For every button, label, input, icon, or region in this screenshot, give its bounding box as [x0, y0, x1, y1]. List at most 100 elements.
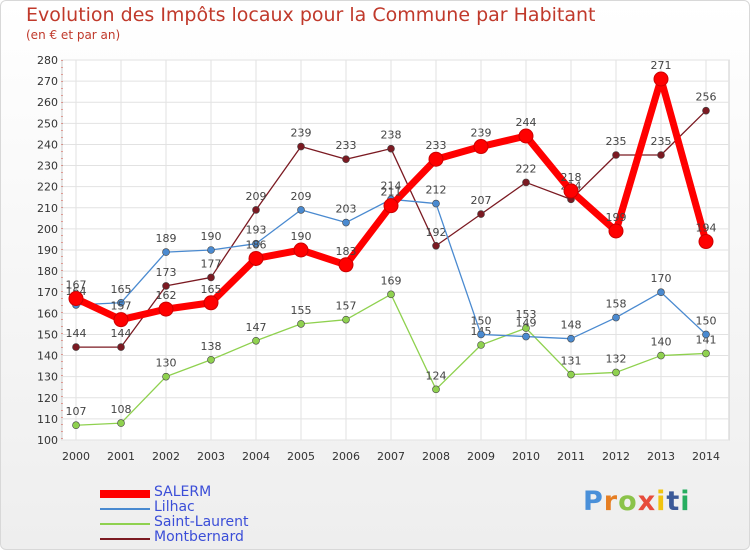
- y-tick-label: 260: [37, 96, 58, 109]
- y-tick-label: 100: [37, 434, 58, 447]
- data-point: [158, 301, 174, 317]
- data-point: [68, 291, 84, 307]
- data-label: 209: [246, 190, 267, 203]
- data-label: 153: [516, 308, 537, 321]
- data-point: [342, 315, 350, 324]
- y-tick-label: 130: [37, 371, 58, 384]
- data-point: [477, 210, 485, 218]
- data-label: 130: [156, 357, 177, 370]
- data-label: 144: [66, 327, 87, 340]
- logo-letter: t: [666, 486, 681, 517]
- data-label: 233: [336, 139, 357, 152]
- data-label: 169: [381, 274, 402, 287]
- y-tick-label: 280: [37, 54, 58, 67]
- data-label: 194: [696, 222, 717, 235]
- x-tick-label: 2007: [377, 450, 405, 463]
- data-label: 214: [381, 179, 402, 192]
- data-label: 212: [426, 184, 447, 197]
- data-point: [702, 106, 710, 115]
- data-label: 150: [471, 314, 492, 327]
- data-point: [522, 324, 530, 332]
- x-tick-label: 2006: [332, 450, 360, 463]
- proxiti-logo: Proxiti: [583, 486, 691, 517]
- data-point: [117, 298, 125, 307]
- data-label: 239: [291, 127, 312, 140]
- data-label: 239: [471, 127, 492, 140]
- data-point: [252, 239, 260, 248]
- data-point: [297, 142, 305, 151]
- data-label: 162: [156, 289, 177, 302]
- data-label: 124: [426, 369, 447, 382]
- data-point: [612, 368, 620, 377]
- data-point: [432, 241, 440, 250]
- data-label: 167: [66, 279, 87, 292]
- data-label: 233: [426, 139, 447, 152]
- data-point: [162, 372, 170, 381]
- x-tick-label: 2000: [62, 450, 90, 463]
- data-label: 183: [336, 245, 357, 258]
- y-tick-label: 170: [37, 286, 58, 299]
- data-point: [72, 421, 80, 430]
- y-tick-label: 200: [37, 223, 58, 236]
- data-label: 271: [651, 59, 672, 72]
- data-label: 170: [651, 272, 672, 285]
- legend-swatch: [100, 508, 150, 510]
- data-label: 165: [201, 283, 222, 296]
- x-tick-label: 2011: [557, 450, 585, 463]
- data-label: 165: [111, 283, 132, 296]
- data-label: 211: [381, 186, 402, 199]
- data-point: [117, 419, 125, 427]
- data-point: [702, 330, 710, 339]
- data-point: [612, 151, 620, 159]
- data-point: [477, 330, 485, 339]
- data-point: [518, 128, 534, 144]
- x-tick-label: 2005: [287, 450, 315, 463]
- data-point: [653, 71, 669, 87]
- x-tick-label: 2013: [647, 450, 675, 463]
- data-label: 238: [381, 129, 402, 142]
- data-label: 177: [201, 257, 222, 270]
- data-point: [563, 183, 579, 199]
- y-tick-label: 210: [37, 202, 58, 215]
- data-point: [657, 151, 665, 159]
- data-point: [387, 144, 395, 153]
- data-label: 207: [471, 194, 492, 207]
- data-point: [567, 334, 575, 343]
- logo-letter: x: [637, 486, 657, 517]
- data-point: [522, 332, 530, 341]
- data-point: [342, 218, 350, 227]
- y-tick-label: 250: [37, 117, 58, 130]
- data-label: 199: [606, 211, 627, 224]
- data-label: 157: [336, 300, 357, 313]
- data-point: [387, 290, 395, 299]
- y-tick-label: 180: [37, 265, 58, 278]
- x-tick-label: 2001: [107, 450, 135, 463]
- data-point: [297, 320, 305, 328]
- data-label: 190: [201, 230, 222, 243]
- chart-subtitle: (en € et par an): [26, 28, 121, 42]
- data-label: 256: [696, 91, 717, 104]
- y-tick-label: 270: [37, 75, 58, 88]
- y-tick-label: 110: [37, 413, 58, 426]
- y-tick-label: 230: [37, 160, 58, 173]
- data-point: [162, 248, 170, 256]
- data-label: 155: [291, 304, 312, 317]
- line-chart: 100 110 120 130 140 150 160 170 180 190 200 210 220 2…: [37, 54, 730, 463]
- legend-label: Lilhac: [154, 499, 195, 515]
- data-label: 218: [561, 171, 582, 184]
- data-label: 190: [291, 230, 312, 243]
- data-label: 141: [696, 333, 717, 346]
- data-point: [207, 355, 215, 364]
- data-point: [342, 155, 350, 164]
- y-tick-label: 240: [37, 138, 58, 151]
- data-label: 157: [111, 300, 132, 313]
- legend-label: Montbernard: [154, 529, 244, 545]
- data-point: [702, 349, 710, 358]
- data-point: [473, 139, 489, 155]
- x-tick-label: 2014: [692, 450, 720, 463]
- y-tick-label: 220: [37, 181, 58, 194]
- data-point: [203, 295, 219, 311]
- x-tick-label: 2012: [602, 450, 630, 463]
- data-point: [207, 273, 215, 282]
- data-label: 203: [336, 203, 357, 216]
